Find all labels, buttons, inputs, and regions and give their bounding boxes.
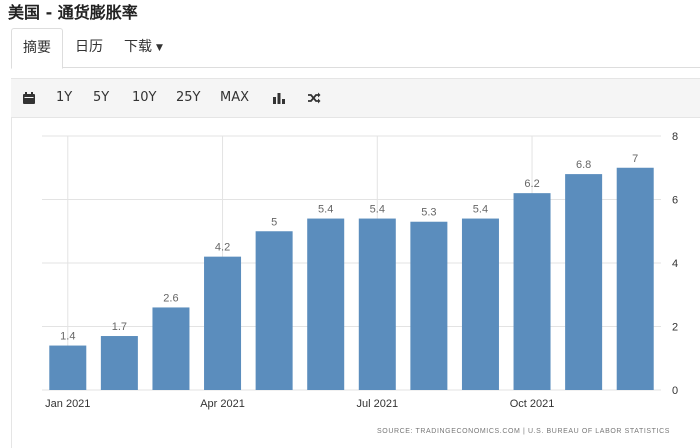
calendar-icon[interactable] — [22, 91, 36, 105]
tab-download-label: 下载 — [124, 39, 152, 55]
x-tick-label: Jul 2021 — [356, 398, 398, 410]
inflation-bar-chart: 0 2 4 6 8 1.4 1.7 2.6 4.2 5 5.4 5.4 5.3 5.4 6.2 6.8 7 Jan… — [42, 131, 678, 435]
range-max-button[interactable]: MAX — [220, 90, 250, 105]
tab-summary[interactable]: 摘要 — [11, 28, 63, 69]
bar — [307, 218, 345, 390]
tab-download[interactable]: 下载 ▼ — [124, 28, 163, 68]
range-1y-button[interactable]: 1Y — [56, 90, 73, 105]
tab-bar: 摘要 日历 下载 ▼ — [11, 28, 700, 69]
data-label: 2.6 — [163, 292, 178, 304]
bar — [100, 336, 138, 390]
data-label: 5.4 — [473, 204, 488, 216]
y-tick-label: 4 — [672, 258, 678, 270]
bar — [461, 218, 499, 390]
data-label: 7 — [632, 153, 638, 165]
bar — [513, 193, 551, 390]
range-5y-button[interactable]: 5Y — [93, 90, 110, 105]
range-10y-button[interactable]: 10Y — [132, 90, 157, 105]
bar — [49, 345, 87, 390]
bar — [204, 256, 242, 390]
data-label: 5.4 — [318, 204, 333, 216]
bar-chart-icon[interactable] — [272, 91, 286, 105]
data-label: 5 — [271, 216, 277, 228]
bar — [565, 174, 603, 390]
y-tick-label: 2 — [672, 322, 678, 334]
data-label: 1.7 — [112, 321, 127, 333]
y-tick-label: 0 — [672, 385, 678, 397]
bar — [255, 231, 293, 390]
tab-calendar[interactable]: 日历 — [75, 39, 103, 55]
x-tick-label: Jan 2021 — [45, 398, 90, 410]
caret-down-icon: ▼ — [156, 43, 163, 53]
y-tick-label: 8 — [672, 131, 678, 143]
data-label: 6.8 — [576, 159, 591, 171]
bar — [410, 221, 448, 390]
bar — [152, 307, 190, 390]
data-label: 5.3 — [421, 207, 436, 219]
source-note: SOURCE: TRADINGECONOMICS.COM | U.S. BURE… — [377, 428, 670, 435]
bar — [616, 167, 654, 390]
chart-area: 0 2 4 6 8 1.4 1.7 2.6 4.2 5 5.4 5.4 5.3 5.4 6.2 6.8 7 Jan… — [11, 118, 700, 448]
data-label: 1.4 — [60, 331, 75, 343]
page-title: 美国 - 通货膨胀率 — [8, 3, 138, 22]
x-tick-label: Apr 2021 — [200, 398, 245, 410]
data-label: 6.2 — [524, 178, 539, 190]
y-tick-label: 6 — [672, 195, 678, 207]
data-label: 4.2 — [215, 242, 230, 254]
chart-toolbar: 1Y 5Y 10Y 25Y MAX — [11, 78, 700, 118]
range-25y-button[interactable]: 25Y — [176, 90, 201, 105]
bar — [358, 218, 396, 390]
shuffle-icon[interactable] — [307, 91, 321, 105]
x-tick-label: Oct 2021 — [510, 398, 555, 410]
data-label: 5.4 — [370, 204, 385, 216]
